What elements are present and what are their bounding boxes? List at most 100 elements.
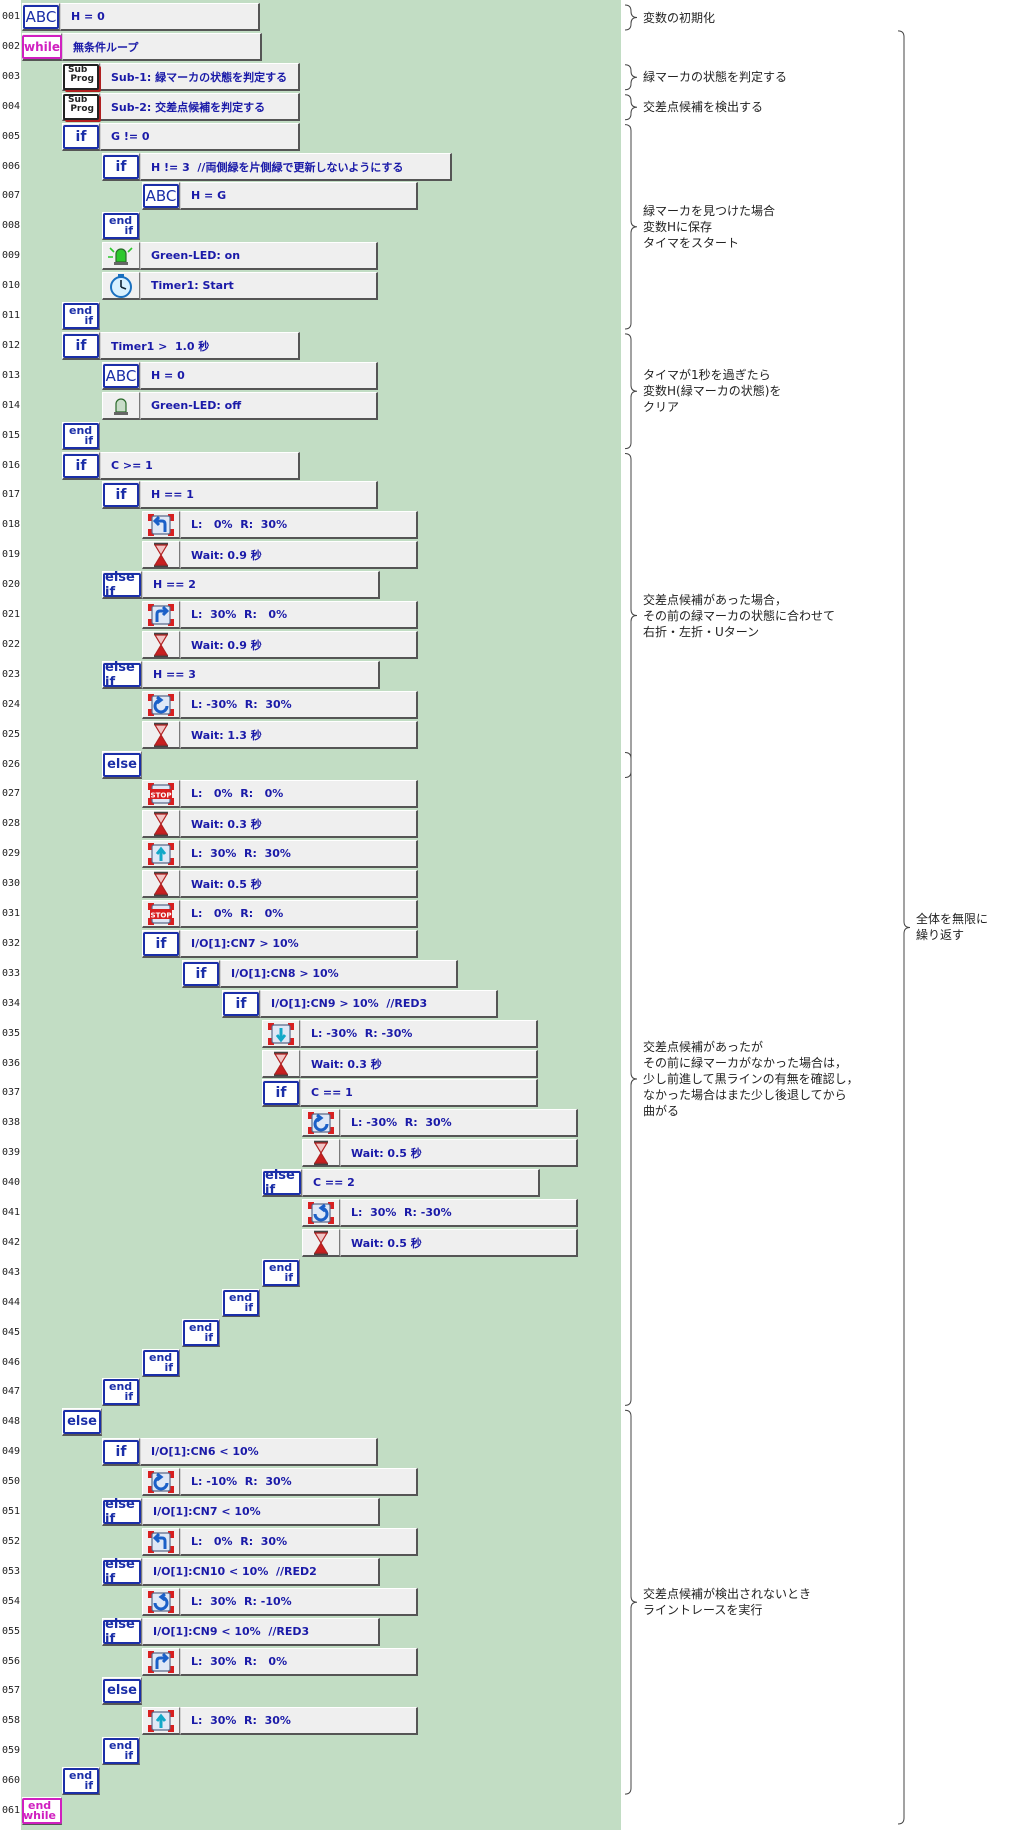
command-row[interactable]: else	[62, 1408, 102, 1436]
command-row[interactable]: L: 30% R: 30%	[142, 1707, 418, 1735]
command-icon-cell[interactable]	[142, 1707, 180, 1735]
command-icon-cell[interactable]: Sub Prog	[62, 63, 100, 91]
command-row[interactable]: Sub Prog Sub-1: 緑マーカの状態を判定する	[62, 63, 300, 91]
command-row[interactable]: Wait: 0.3 秒	[142, 810, 418, 838]
command-icon-cell[interactable]: else	[62, 1408, 102, 1436]
command-icon-cell[interactable]	[302, 1139, 340, 1167]
command-row[interactable]: L: -30% R: 30%	[142, 691, 418, 719]
command-icon-cell[interactable]: ABC	[22, 3, 60, 31]
command-text[interactable]: H = G	[180, 182, 418, 210]
command-icon-cell[interactable]: end if	[102, 1378, 140, 1406]
command-row[interactable]: end if	[102, 1378, 140, 1406]
command-text[interactable]: Wait: 0.9 秒	[180, 631, 418, 659]
command-text[interactable]: H == 2	[142, 571, 380, 599]
command-text[interactable]: L: -30% R: 30%	[340, 1109, 578, 1137]
command-text[interactable]: L: 0% R: 30%	[180, 1528, 418, 1556]
command-row[interactable]: Green-LED: on	[102, 242, 378, 270]
command-row[interactable]: L: 0% R: 30%	[142, 511, 418, 539]
command-row[interactable]: STOP L: 0% R: 0%	[142, 900, 418, 928]
command-row[interactable]: L: -30% R: 30%	[302, 1109, 578, 1137]
command-icon-cell[interactable]: if	[262, 1079, 300, 1107]
command-icon-cell[interactable]: end if	[62, 302, 100, 330]
command-icon-cell[interactable]: end if	[102, 1737, 140, 1765]
command-icon-cell[interactable]	[142, 691, 180, 719]
command-row[interactable]: if C >= 1	[62, 452, 300, 480]
command-row[interactable]: Wait: 0.5 秒	[302, 1229, 578, 1257]
command-row[interactable]: end if	[262, 1259, 300, 1287]
command-icon-cell[interactable]: while	[22, 33, 62, 61]
command-row[interactable]: Wait: 0.5 秒	[302, 1139, 578, 1167]
command-text[interactable]: Wait: 0.9 秒	[180, 541, 418, 569]
command-icon-cell[interactable]: else if	[102, 570, 142, 600]
command-row[interactable]: end if	[222, 1289, 260, 1317]
command-row[interactable]: L: -10% R: 30%	[142, 1468, 418, 1496]
command-icon-cell[interactable]: else	[102, 751, 142, 779]
command-icon-cell[interactable]	[102, 392, 140, 420]
command-icon-cell[interactable]: end if	[62, 1767, 100, 1795]
command-text[interactable]: L: -30% R: -30%	[300, 1020, 538, 1048]
command-row[interactable]: else if I/O[1]:CN10 < 10% //RED2	[102, 1557, 380, 1587]
command-row[interactable]: ABC H = 0	[22, 3, 260, 31]
command-row[interactable]: Wait: 0.3 秒	[262, 1050, 538, 1078]
command-icon-cell[interactable]	[142, 1648, 180, 1676]
command-icon-cell[interactable]: ABC	[142, 182, 180, 210]
command-icon-cell[interactable]: end while	[22, 1797, 62, 1825]
command-text[interactable]: I/O[1]:CN6 < 10%	[140, 1438, 378, 1466]
command-text[interactable]: C == 1	[300, 1079, 538, 1107]
command-row[interactable]: Timer1: Start	[102, 272, 378, 300]
command-text[interactable]: Green-LED: on	[140, 242, 378, 270]
command-icon-cell[interactable]	[262, 1020, 300, 1048]
command-icon-cell[interactable]: ABC	[102, 362, 140, 390]
command-text[interactable]: Wait: 0.3 秒	[300, 1050, 538, 1078]
command-icon-cell[interactable]	[142, 1528, 180, 1556]
command-text[interactable]: I/O[1]:CN9 > 10% //RED3	[260, 990, 498, 1018]
command-row[interactable]: end while	[22, 1797, 62, 1825]
command-row[interactable]: L: 30% R: 30%	[142, 840, 418, 868]
command-icon-cell[interactable]	[142, 810, 180, 838]
command-text[interactable]: L: -30% R: 30%	[180, 691, 418, 719]
command-row[interactable]: L: 30% R: 0%	[142, 601, 418, 629]
command-icon-cell[interactable]: else if	[262, 1168, 302, 1198]
command-icon-cell[interactable]: end if	[142, 1349, 180, 1377]
command-icon-cell[interactable]: else	[102, 1677, 142, 1705]
command-text[interactable]: I/O[1]:CN8 > 10%	[220, 960, 458, 988]
command-icon-cell[interactable]	[142, 601, 180, 629]
command-icon-cell[interactable]	[262, 1050, 300, 1078]
command-row[interactable]: if H != 3 //両側緑を片側緑で更新しないようにする	[102, 153, 452, 181]
command-text[interactable]: C >= 1	[100, 452, 300, 480]
command-row[interactable]: if Timer1 > 1.0 秒	[62, 332, 300, 360]
command-text[interactable]: L: 30% R: -30%	[340, 1199, 578, 1227]
command-icon-cell[interactable]	[302, 1109, 340, 1137]
command-row[interactable]: STOP L: 0% R: 0%	[142, 780, 418, 808]
command-text[interactable]: Wait: 0.5 秒	[340, 1139, 578, 1167]
command-icon-cell[interactable]: if	[62, 123, 100, 151]
command-icon-cell[interactable]	[142, 1468, 180, 1496]
command-text[interactable]: Sub-2: 交差点候補を判定する	[100, 93, 300, 121]
command-icon-cell[interactable]: if	[182, 960, 220, 988]
command-icon-cell[interactable]	[142, 870, 180, 898]
command-row[interactable]: L: 30% R: -30%	[302, 1199, 578, 1227]
command-row[interactable]: else if C == 2	[262, 1168, 540, 1198]
command-text[interactable]: H = 0	[140, 362, 378, 390]
command-icon-cell[interactable]: if	[222, 990, 260, 1018]
command-icon-cell[interactable]: end if	[222, 1289, 260, 1317]
command-icon-cell[interactable]: end if	[62, 422, 100, 450]
command-row[interactable]: L: 30% R: -10%	[142, 1588, 418, 1616]
command-icon-cell[interactable]: else if	[102, 1617, 142, 1647]
command-row[interactable]: if C == 1	[262, 1079, 538, 1107]
command-row[interactable]: Green-LED: off	[102, 392, 378, 420]
command-row[interactable]: Wait: 0.5 秒	[142, 870, 418, 898]
command-row[interactable]: L: 30% R: 0%	[142, 1648, 418, 1676]
command-row[interactable]: end if	[62, 422, 100, 450]
command-icon-cell[interactable]	[142, 631, 180, 659]
command-icon-cell[interactable]: if	[102, 153, 140, 181]
command-icon-cell[interactable]: end if	[262, 1259, 300, 1287]
command-icon-cell[interactable]: else if	[102, 1557, 142, 1587]
command-icon-cell[interactable]: else if	[102, 1497, 142, 1527]
command-row[interactable]: else if H == 2	[102, 570, 380, 600]
command-text[interactable]: L: 0% R: 0%	[180, 900, 418, 928]
command-row[interactable]: end if	[102, 1737, 140, 1765]
command-row[interactable]: end if	[142, 1349, 180, 1377]
command-row[interactable]: L: -30% R: -30%	[262, 1020, 538, 1048]
command-row[interactable]: Wait: 0.9 秒	[142, 631, 418, 659]
